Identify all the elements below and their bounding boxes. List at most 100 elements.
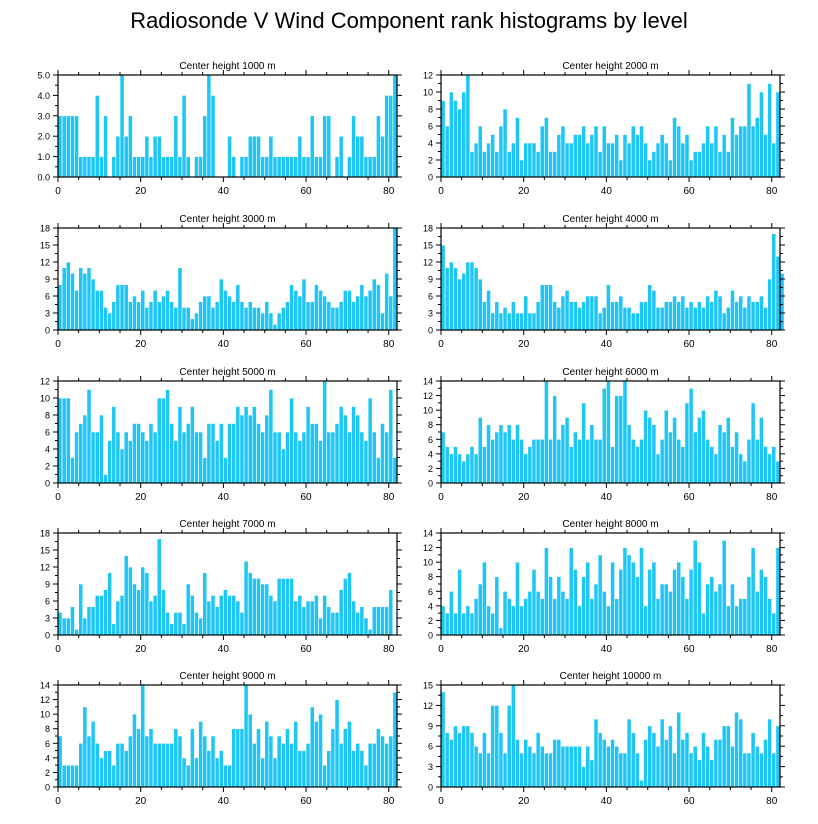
bar — [314, 156, 319, 178]
bar — [293, 156, 299, 178]
y-tick-label: 2.0 — [37, 132, 50, 142]
bar — [759, 752, 764, 788]
bar — [482, 446, 487, 484]
bar — [560, 295, 566, 331]
bar — [297, 595, 303, 636]
bar — [494, 576, 500, 636]
bar — [626, 142, 632, 178]
bar — [243, 406, 249, 484]
bar — [252, 742, 257, 788]
bar — [256, 423, 261, 484]
bar — [152, 742, 158, 788]
bar — [65, 397, 71, 484]
bar — [465, 74, 471, 178]
y-tick-label: 6 — [45, 739, 50, 749]
bar — [371, 431, 377, 484]
bar — [577, 745, 582, 788]
bar — [775, 547, 781, 636]
bar — [322, 595, 328, 636]
bar — [148, 600, 154, 636]
bar — [639, 438, 644, 484]
bar — [74, 629, 79, 636]
bar — [268, 735, 274, 788]
bar — [676, 711, 682, 788]
bar — [725, 605, 731, 636]
bar — [585, 295, 591, 331]
bar — [705, 438, 711, 484]
bar — [655, 745, 661, 788]
x-tick-label: 20 — [135, 339, 147, 350]
bar — [510, 438, 516, 484]
bar — [469, 446, 475, 484]
bar — [486, 290, 491, 331]
x-tick-label: 80 — [766, 339, 778, 350]
x-tick-label: 60 — [300, 796, 312, 807]
bar — [148, 728, 154, 788]
bar — [552, 301, 558, 331]
bar — [597, 732, 603, 788]
bar — [264, 301, 270, 331]
bar — [177, 735, 183, 788]
bar — [264, 583, 270, 636]
bar — [272, 156, 278, 178]
y-tick-label: 14 — [423, 377, 433, 387]
bar — [272, 600, 278, 636]
y-tick-label: 12 — [423, 391, 433, 401]
bar — [564, 290, 570, 331]
x-tick-label: 60 — [683, 796, 695, 807]
bar — [314, 595, 319, 636]
bar — [189, 318, 195, 331]
bar — [322, 115, 328, 178]
bar — [61, 397, 67, 484]
bar — [297, 295, 303, 331]
bar — [82, 617, 88, 636]
bar — [668, 725, 673, 788]
bar — [305, 742, 311, 788]
bar — [754, 301, 760, 331]
bar — [90, 606, 96, 636]
bar — [140, 684, 146, 788]
bar — [363, 764, 369, 788]
bar — [86, 606, 92, 636]
bar — [548, 752, 553, 788]
bar — [293, 290, 299, 331]
bar — [123, 284, 129, 331]
bar — [742, 125, 748, 178]
panel-title: Center height 5000 m — [179, 367, 275, 378]
bar — [643, 409, 649, 484]
bar — [655, 307, 661, 331]
bar — [742, 598, 748, 636]
bar — [672, 417, 677, 484]
histogram-panel-5: Center height 5000 m 0 20 40 60 80 0 2 4 6 8 10 12 — [40, 367, 402, 503]
bar — [477, 278, 483, 331]
bar — [448, 739, 454, 788]
bar — [556, 438, 562, 484]
bar — [680, 295, 686, 331]
bar — [502, 307, 508, 331]
bar — [198, 301, 203, 331]
bar — [738, 718, 744, 788]
bar — [730, 583, 735, 636]
bar — [647, 725, 653, 788]
bar — [721, 539, 727, 636]
bar — [453, 446, 458, 484]
bar — [647, 159, 653, 178]
bar — [111, 156, 117, 178]
y-tick-label: 2 — [428, 616, 433, 626]
bar — [260, 431, 266, 484]
bar — [622, 752, 628, 788]
panel-title: Center height 8000 m — [562, 519, 658, 530]
x-tick-label: 60 — [683, 492, 695, 503]
bar — [767, 278, 773, 331]
y-tick-label: 8 — [428, 420, 433, 430]
x-tick-label: 20 — [518, 492, 530, 503]
y-tick-label: 4.0 — [37, 91, 50, 101]
bar — [231, 423, 237, 484]
bar — [78, 423, 84, 484]
bar — [260, 312, 266, 331]
bar — [144, 440, 150, 484]
y-tick-label: 4 — [428, 449, 433, 459]
bar — [330, 612, 336, 636]
bar — [531, 752, 537, 788]
